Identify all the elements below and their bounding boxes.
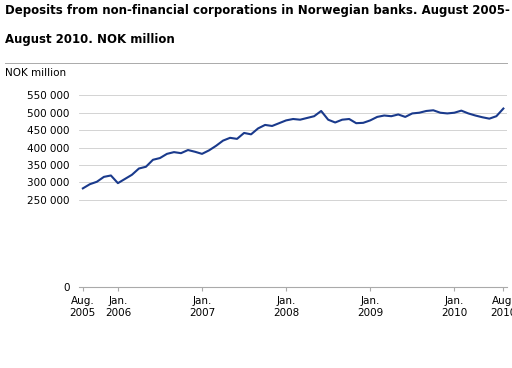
Legend: Non-financial corporations: Non-financial corporations [199, 366, 388, 368]
Text: August 2010. NOK million: August 2010. NOK million [5, 33, 175, 46]
Text: NOK million: NOK million [5, 68, 66, 78]
Text: Deposits from non-financial corporations in Norwegian banks. August 2005-: Deposits from non-financial corporations… [5, 4, 510, 17]
